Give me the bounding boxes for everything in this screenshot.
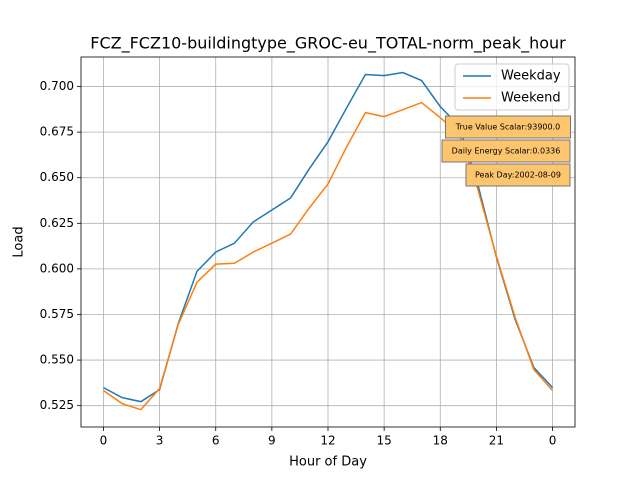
y-tick-label: 0.625 bbox=[40, 216, 74, 230]
y-tick-label: 0.525 bbox=[40, 398, 74, 412]
data-line bbox=[103, 101, 554, 411]
plot-frame bbox=[80, 56, 576, 428]
y-tick-label: 0.650 bbox=[40, 170, 74, 184]
x-tick-label: 3 bbox=[156, 434, 164, 448]
legend-label: Weekday bbox=[501, 69, 561, 84]
y-tick-label: 0.675 bbox=[40, 125, 74, 139]
annotation-box bbox=[441, 139, 571, 163]
x-tick-label: 15 bbox=[376, 434, 391, 448]
x-tick-label: 18 bbox=[433, 434, 448, 448]
x-tick-label: 12 bbox=[320, 434, 335, 448]
y-tick-label: 0.600 bbox=[40, 261, 74, 275]
chart-title: FCZ_FCZ10-buildingtype_GROC-eu_TOTAL-nor… bbox=[90, 34, 566, 54]
annotation: Peak Day:2002-08-09 bbox=[475, 171, 561, 180]
legend-label: Weekend bbox=[501, 91, 561, 106]
annotation-box bbox=[465, 163, 571, 187]
y-tick-label: 0.575 bbox=[40, 307, 74, 321]
y-tick-label: 0.550 bbox=[40, 353, 74, 367]
annotation: True Value Scalar:93900.0 bbox=[455, 123, 560, 132]
annotation: Daily Energy Scalar:0.0336 bbox=[452, 147, 561, 156]
x-axis-label: Hour of Day bbox=[289, 455, 367, 470]
annotation-box bbox=[445, 115, 571, 139]
x-tick-label: 0 bbox=[100, 434, 108, 448]
x-tick-label: 6 bbox=[212, 434, 220, 448]
x-tick-label: 21 bbox=[489, 434, 504, 448]
y-tick-label: 0.700 bbox=[40, 79, 74, 93]
y-axis-label: Load bbox=[12, 226, 27, 257]
x-tick-label: 9 bbox=[268, 434, 276, 448]
x-tick-label: 0 bbox=[549, 434, 557, 448]
